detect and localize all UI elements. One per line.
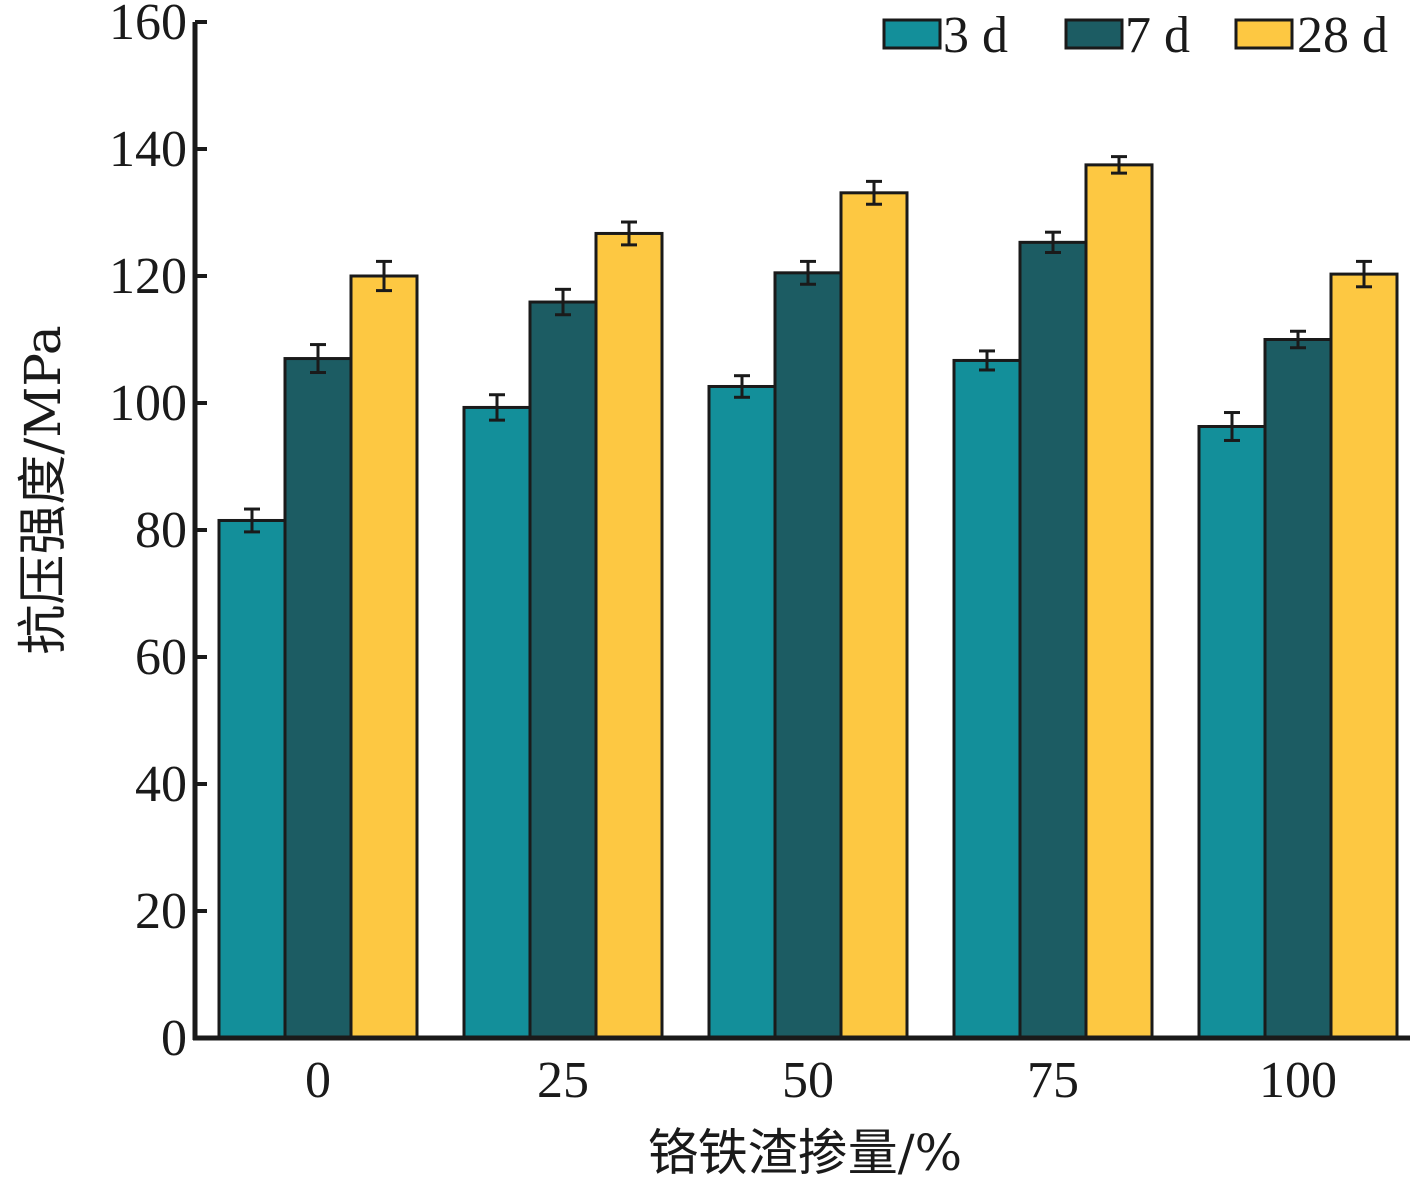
- bar-7d-0: [283, 357, 353, 1040]
- error-bar-28d-75: [1111, 155, 1127, 175]
- error-bar-7d-100: [1290, 329, 1306, 350]
- bar-3d-25: [462, 405, 532, 1040]
- error-bar-28d-25: [621, 220, 637, 247]
- bars-layer: [217, 155, 1399, 1040]
- bar-3d-50: [707, 384, 777, 1040]
- legend-label: 3 d: [943, 7, 1008, 64]
- x-tick-label-100: 100: [1259, 1052, 1337, 1109]
- error-bar-28d-100: [1356, 259, 1372, 289]
- error-bar-3d-50: [734, 374, 750, 399]
- y-tick-label-80: 80: [135, 502, 187, 559]
- y-tick-label-100: 100: [109, 375, 187, 432]
- x-tick-label-0: 0: [305, 1052, 331, 1109]
- axes-layer: 0 20 40 60 80 100 120 140 160 0 25 50 75 100: [109, 0, 1410, 1109]
- bar-28d-75: [1084, 163, 1154, 1040]
- x-tick-label-25: 25: [537, 1052, 589, 1109]
- bar-7d-100: [1263, 338, 1333, 1040]
- legend-item-28d: 28 d: [1234, 7, 1388, 64]
- legend-swatch: [1064, 18, 1124, 50]
- error-bar-7d-0: [310, 343, 326, 375]
- y-tick-label-120: 120: [109, 248, 187, 305]
- legend-label: 7 d: [1125, 7, 1190, 64]
- bar-7d-25: [528, 300, 598, 1040]
- y-tick-label-140: 140: [109, 121, 187, 178]
- bar-3d-75: [952, 358, 1022, 1040]
- bar-7d-75: [1018, 240, 1088, 1040]
- bar-28d-100: [1329, 272, 1399, 1040]
- error-bar-3d-100: [1224, 411, 1240, 442]
- bar-28d-25: [594, 231, 664, 1040]
- bar-28d-50: [839, 191, 909, 1040]
- error-bar-3d-0: [244, 507, 260, 534]
- y-tick-label-0: 0: [161, 1010, 187, 1067]
- y-tick-label-60: 60: [135, 629, 187, 686]
- bar-3d-0: [217, 518, 287, 1040]
- error-bar-28d-50: [866, 179, 882, 206]
- legend-label: 28 d: [1297, 7, 1388, 64]
- legend-swatch: [882, 18, 942, 50]
- x-tick-label-50: 50: [782, 1052, 834, 1109]
- error-bar-7d-75: [1045, 230, 1061, 255]
- y-axis-title: 抗压强度/MPa: [14, 325, 72, 654]
- bar-28d-0: [349, 274, 419, 1040]
- error-bar-3d-25: [489, 393, 505, 422]
- y-tick-label-160: 160: [109, 0, 187, 51]
- legend-item-7d: 7 d: [1064, 7, 1190, 64]
- y-tick-label-20: 20: [135, 883, 187, 940]
- x-axis-title: 铬铁渣掺量/%: [648, 1124, 962, 1181]
- error-bar-7d-25: [555, 287, 571, 317]
- bar-7d-50: [773, 271, 843, 1040]
- legend-item-3d: 3 d: [882, 7, 1008, 64]
- legend: 3 d 7 d 28 d: [882, 7, 1388, 64]
- legend-swatch: [1234, 18, 1294, 50]
- y-tick-label-40: 40: [135, 756, 187, 813]
- error-bar-3d-75: [979, 349, 995, 372]
- error-bar-28d-0: [376, 259, 392, 293]
- error-bar-7d-50: [800, 259, 816, 286]
- x-tick-label-75: 75: [1027, 1052, 1079, 1109]
- bar-3d-100: [1197, 424, 1267, 1040]
